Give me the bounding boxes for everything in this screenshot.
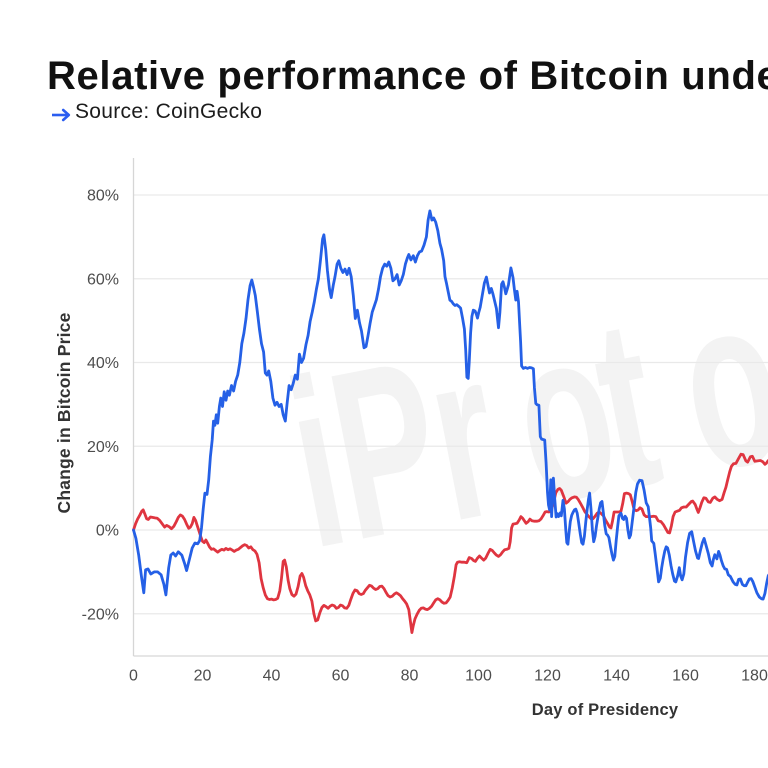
- svg-text:-20%: -20%: [82, 606, 119, 623]
- svg-text:20: 20: [194, 668, 212, 685]
- svg-text:80: 80: [401, 668, 419, 685]
- svg-text:0: 0: [129, 668, 138, 685]
- svg-text:0%: 0%: [96, 523, 119, 540]
- svg-text:100: 100: [465, 668, 492, 685]
- svg-text:140: 140: [603, 668, 630, 685]
- svg-text:40%: 40%: [87, 355, 119, 372]
- svg-text:Change in Bitcoin Price: Change in Bitcoin Price: [54, 312, 74, 513]
- svg-text:40: 40: [263, 668, 281, 685]
- svg-text:80%: 80%: [87, 188, 119, 205]
- svg-text:180: 180: [741, 668, 768, 685]
- svg-text:60%: 60%: [87, 271, 119, 288]
- svg-text:Day of Presidency: Day of Presidency: [532, 701, 679, 719]
- svg-text:120: 120: [534, 668, 561, 685]
- svg-text:60: 60: [332, 668, 350, 685]
- svg-text:20%: 20%: [87, 439, 119, 456]
- svg-text:160: 160: [672, 668, 699, 685]
